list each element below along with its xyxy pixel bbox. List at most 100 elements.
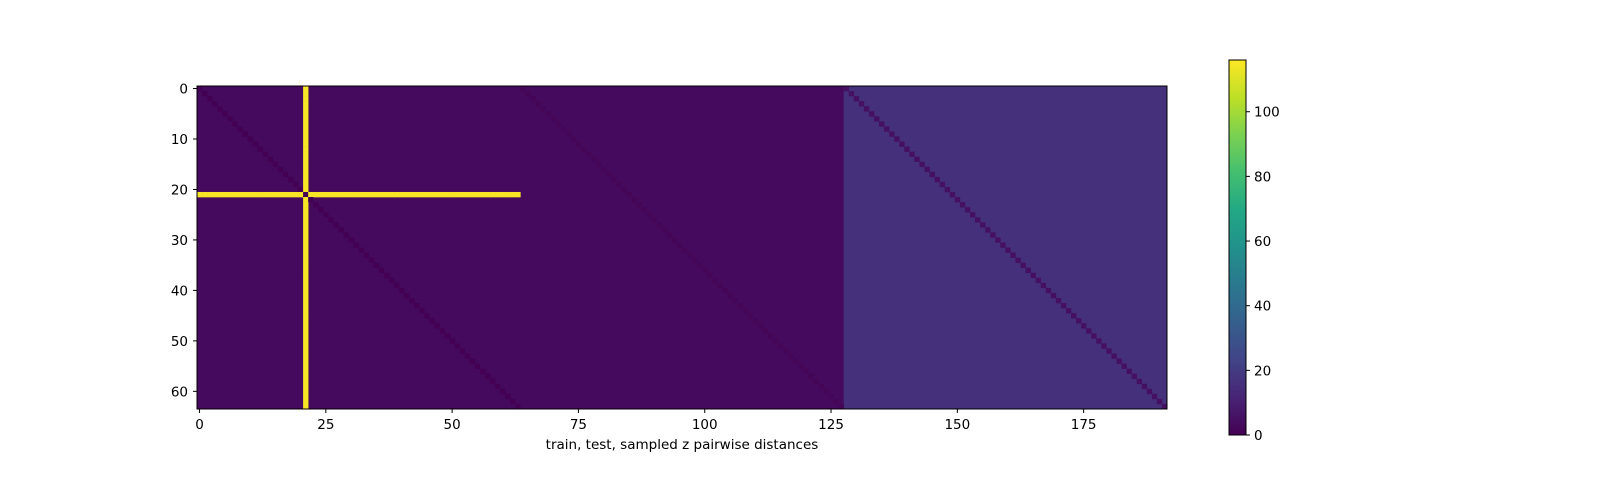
- heatmap-cell: [444, 191, 450, 198]
- heatmap-cell: [303, 388, 309, 395]
- colorbar-tick-label: 40: [1254, 299, 1271, 315]
- heatmap-cell: [232, 121, 238, 127]
- heatmap-cell: [530, 96, 536, 102]
- heatmap-cell: [303, 136, 309, 142]
- x-axis-label: train, test, sampled z pairwise distance…: [546, 437, 819, 453]
- heatmap-cell: [303, 378, 309, 385]
- heatmap-cell: [985, 227, 991, 233]
- heatmap-cell: [303, 403, 309, 409]
- heatmap-cell: [303, 257, 309, 263]
- heatmap-cell: [303, 242, 309, 248]
- heatmap-cell: [247, 191, 253, 198]
- heatmap-cell: [575, 141, 582, 147]
- heatmap-cell: [545, 111, 551, 117]
- heatmap-cell: [828, 393, 834, 400]
- heatmap-cell: [303, 247, 309, 253]
- y-axis-ticks: 0 10 20 30 40 50 60: [171, 82, 197, 400]
- heatmap-cell: [394, 282, 400, 289]
- heatmap-cell: [202, 91, 208, 97]
- heatmap-cell: [449, 338, 455, 344]
- heatmap-cell: [676, 242, 683, 248]
- heatmap-cell: [702, 267, 708, 274]
- heatmap-cell: [424, 191, 430, 198]
- heatmap-cell: [919, 161, 925, 168]
- x-tick-label: 175: [1071, 417, 1097, 433]
- heatmap-cell: [257, 191, 263, 198]
- colorbar-tick-label: 0: [1254, 428, 1263, 444]
- heatmap-cell: [303, 393, 309, 400]
- heatmap-cell: [303, 161, 309, 168]
- heatmap-cell: [980, 222, 986, 228]
- heatmap-cell: [1060, 303, 1067, 309]
- heatmap-cell: [1086, 328, 1092, 334]
- heatmap-cell: [414, 191, 420, 198]
- heatmap-cell: [217, 106, 223, 112]
- x-tick-label: 75: [570, 417, 587, 433]
- heatmap-cell: [777, 343, 784, 349]
- heatmap-cells: [197, 86, 1167, 409]
- heatmap-cell: [1146, 388, 1153, 395]
- heatmap-cell: [793, 358, 799, 364]
- heatmap-cell: [409, 297, 415, 304]
- heatmap-cell: [328, 191, 334, 198]
- heatmap-cell: [298, 191, 304, 198]
- heatmap-cell: [853, 96, 860, 102]
- heatmap-cell: [303, 151, 309, 157]
- heatmap-cell: [520, 86, 526, 92]
- heatmap-cell: [722, 287, 728, 294]
- heatmap-cell: [762, 328, 769, 334]
- heatmap-cell: [565, 131, 572, 137]
- heatmap-cell: [303, 126, 309, 132]
- heatmap-cell: [555, 121, 562, 127]
- heatmap-cell: [227, 191, 233, 198]
- heatmap-cell: [303, 358, 309, 364]
- heatmap-cell: [1076, 318, 1082, 324]
- heatmap-cell: [197, 191, 203, 198]
- heatmap-cell: [515, 191, 521, 198]
- x-axis-ticks: 0 25 50 75 100 125 150 175: [195, 409, 1097, 433]
- plot-frame: [196, 85, 1168, 410]
- heatmap-cell: [424, 313, 430, 319]
- heatmap-cell: [1116, 358, 1122, 364]
- heatmap-cell: [742, 308, 748, 314]
- heatmap-cell: [1035, 277, 1041, 284]
- heatmap-cell: [409, 191, 415, 198]
- heatmap-cell: [368, 191, 375, 198]
- heatmap-cell: [868, 111, 875, 117]
- heatmap-cell: [641, 207, 647, 213]
- heatmap-cell: [454, 343, 461, 349]
- heatmap-cell: [484, 373, 491, 380]
- heatmap-cell: [303, 166, 309, 173]
- heatmap-cell: [303, 252, 309, 258]
- heatmap-cell: [772, 338, 779, 344]
- heatmap-cell: [303, 106, 309, 112]
- heatmap-cell: [479, 191, 486, 198]
- heatmap-cell: [303, 181, 309, 188]
- heatmap-cell: [1025, 267, 1031, 274]
- heatmap-cell: [1126, 368, 1132, 374]
- heatmap-cell: [313, 202, 319, 208]
- heatmap-cell: [939, 181, 946, 188]
- heatmap-cell: [484, 191, 491, 198]
- heatmap-cell: [303, 217, 309, 223]
- heatmap-cell: [383, 191, 390, 198]
- heatmap-cell: [601, 166, 607, 173]
- heatmap-cell: [1045, 287, 1052, 294]
- heatmap-cell: [606, 171, 612, 178]
- heatmap-cell: [449, 191, 455, 198]
- y-tick-label: 10: [171, 132, 188, 148]
- heatmap-cell: [287, 191, 294, 198]
- heatmap-cell: [747, 313, 754, 319]
- heatmap-cell: [282, 171, 289, 178]
- heatmap-cell: [969, 212, 976, 218]
- heatmap-cell: [434, 191, 440, 198]
- heatmap-cell: [813, 378, 819, 385]
- heatmap-cell: [373, 191, 380, 198]
- heatmap-cell: [358, 247, 365, 253]
- heatmap-cell: [783, 348, 789, 354]
- heatmap-cell: [232, 191, 238, 198]
- heatmap-cell: [348, 191, 354, 198]
- heatmap-plot: 0 25 50 75 100 125 150 175 0 10 20 30 40 50 60 train,…: [171, 82, 1168, 453]
- heatmap-cell: [292, 181, 299, 188]
- heatmap-cell: [303, 232, 309, 238]
